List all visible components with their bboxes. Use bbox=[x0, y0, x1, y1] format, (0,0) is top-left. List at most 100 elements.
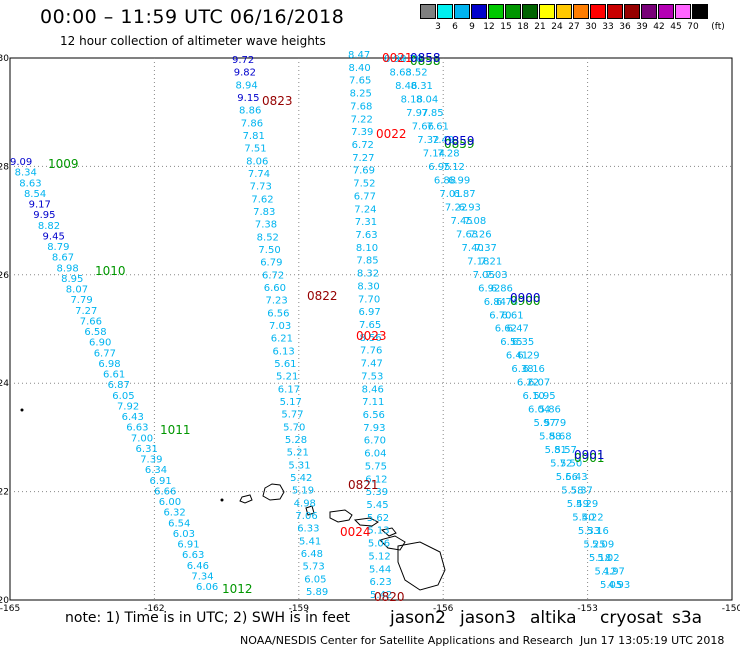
swh-value-label: 7.63 bbox=[456, 229, 478, 240]
page-title: 00:00 – 11:59 UTC 06/16/2018 bbox=[40, 6, 345, 28]
swh-value-label: 8.52 bbox=[257, 232, 279, 243]
swh-value-label: 6.46 bbox=[187, 561, 209, 572]
swh-value-label: 6.77 bbox=[94, 348, 116, 359]
swh-value-label: 6.93 bbox=[459, 202, 481, 213]
swh-value-label: 6.47 bbox=[507, 324, 529, 335]
swh-value-label: 6.06 bbox=[196, 582, 218, 593]
swh-value-label: 6.00 bbox=[159, 497, 181, 508]
swh-value-label: 6.72 bbox=[262, 270, 284, 281]
swh-value-label: 8.06 bbox=[246, 156, 268, 167]
swh-value-label: 6.05 bbox=[112, 391, 134, 402]
island-outline bbox=[379, 535, 406, 551]
swh-value-label: 7.86 bbox=[241, 118, 263, 129]
swh-value-label: 5.66 bbox=[556, 472, 578, 483]
legend-swatch bbox=[505, 4, 521, 19]
pass-time-label: 0822 bbox=[307, 289, 338, 303]
swh-value-label: 7.52 bbox=[353, 179, 375, 190]
swh-value-label: 7.62 bbox=[251, 194, 273, 205]
swh-value-label: 6.34 bbox=[145, 465, 167, 476]
swh-value-label: 8.18 bbox=[401, 94, 423, 105]
swh-value-label: 6.35 bbox=[512, 337, 534, 348]
swh-value-label: 4.97 bbox=[603, 567, 625, 578]
swh-value-label: 5.42 bbox=[290, 473, 312, 484]
swh-value-label: 7.53 bbox=[361, 371, 383, 382]
swh-value-label: 6.07 bbox=[528, 378, 550, 389]
swh-value-label: 6.56 bbox=[267, 308, 289, 319]
legend-label: 70 bbox=[687, 22, 699, 32]
swh-value-label: 7.85 bbox=[356, 256, 378, 267]
legend-label: 18 bbox=[517, 22, 529, 32]
swh-value-label: 6.31 bbox=[136, 444, 158, 455]
swh-value-label: 7.14 bbox=[423, 148, 445, 159]
pass-time-label: 0823 bbox=[262, 94, 293, 108]
legend-swatch bbox=[522, 4, 538, 19]
legend-label: 45 bbox=[670, 22, 682, 32]
satellite-jason3-label: jason3 bbox=[460, 608, 516, 628]
swh-value-label: 4.98 bbox=[294, 498, 316, 509]
legend-unit: (ft) bbox=[711, 22, 725, 32]
swh-value-label: 8.91 bbox=[384, 54, 406, 65]
satellite-s3a-label: s3a bbox=[672, 608, 703, 628]
swh-value-label: 7.38 bbox=[255, 220, 277, 231]
swh-value-label: 7.39 bbox=[351, 127, 373, 138]
islet-dot bbox=[220, 498, 224, 502]
swh-value-label: 5.21 bbox=[287, 448, 309, 459]
swh-value-label: 6.95 bbox=[428, 162, 450, 173]
swh-value-label: 7.65 bbox=[349, 76, 371, 87]
swh-value-label: 8.46 bbox=[362, 384, 384, 395]
swh-value-label: 5.02 bbox=[597, 553, 619, 564]
swh-value-label: 8.54 bbox=[24, 189, 46, 200]
pass-time-label: 0858 bbox=[410, 51, 441, 65]
island-outline bbox=[239, 494, 253, 504]
swh-value-label: 6.63 bbox=[182, 550, 204, 561]
legend-swatch bbox=[590, 4, 606, 19]
lon-tick-label: -153 bbox=[577, 604, 597, 614]
credit-text: NOAA/NESDIS Center for Satellite Applica… bbox=[240, 634, 574, 647]
swh-value-label: 7.27 bbox=[75, 306, 97, 317]
swh-value-label: 5.19 bbox=[292, 486, 314, 497]
swh-value-label: 9.95 bbox=[33, 210, 55, 221]
swh-value-label: 5.79 bbox=[544, 418, 566, 429]
swh-value-label: 5.40 bbox=[572, 513, 594, 524]
swh-value-label: 6.61 bbox=[103, 370, 125, 381]
swh-value-label: 7.50 bbox=[258, 245, 280, 256]
lon-tick-label: -165 bbox=[0, 604, 20, 614]
swh-value-label: 7.22 bbox=[351, 114, 373, 125]
units-note: note: 1) Time is in UTC; 2) SWH is in fe… bbox=[65, 610, 351, 626]
swh-value-label: 5.33 bbox=[578, 526, 600, 537]
swh-value-label: 5.62 bbox=[367, 513, 389, 524]
swh-value-label: 7.76 bbox=[360, 346, 382, 357]
swh-value-label: 6.22 bbox=[517, 378, 539, 389]
swh-value-label: 5.22 bbox=[581, 513, 603, 524]
swh-value-label: 5.58 bbox=[561, 486, 583, 497]
swh-value-label: 7.24 bbox=[354, 204, 376, 215]
swh-value-label: 6.84 bbox=[484, 297, 506, 308]
swh-value-label: 6.74 bbox=[496, 297, 518, 308]
swh-value-label: 7.93 bbox=[363, 423, 385, 434]
legend-swatch bbox=[420, 4, 436, 19]
swh-value-label: 5.37 bbox=[571, 486, 593, 497]
swh-value-label: 7.08 bbox=[464, 216, 486, 227]
swh-value-label: 6.88 bbox=[434, 175, 456, 186]
legend-label: 33 bbox=[602, 22, 614, 32]
swh-value-label: 6.58 bbox=[84, 327, 106, 338]
swh-value-label: 6.23 bbox=[369, 577, 391, 588]
swh-value-label: 6.90 bbox=[89, 338, 111, 349]
swh-value-label: 7.83 bbox=[253, 207, 275, 218]
swh-value-label: 6.43 bbox=[122, 412, 144, 423]
swh-value-label: 7.12 bbox=[443, 162, 465, 173]
swh-value-label: 5.70 bbox=[283, 422, 305, 433]
swh-value-label: 7.27 bbox=[352, 153, 374, 164]
island-outline bbox=[329, 509, 353, 523]
swh-value-label: 7.18 bbox=[467, 256, 489, 267]
legend-swatch bbox=[692, 4, 708, 19]
swh-value-label: 6.72 bbox=[352, 140, 374, 151]
swh-value-label: 6.77 bbox=[354, 191, 376, 202]
swh-value-label: 5.68 bbox=[549, 432, 571, 443]
swh-value-label: 5.86 bbox=[539, 405, 561, 416]
generated-timestamp: Jun 17 13:05:19 UTC 2018 bbox=[580, 634, 725, 647]
swh-value-label: 5.05 bbox=[600, 580, 622, 591]
legend-swatch bbox=[471, 4, 487, 19]
swh-value-label: 7.47 bbox=[361, 359, 383, 370]
swh-value-label: 6.33 bbox=[297, 524, 319, 535]
